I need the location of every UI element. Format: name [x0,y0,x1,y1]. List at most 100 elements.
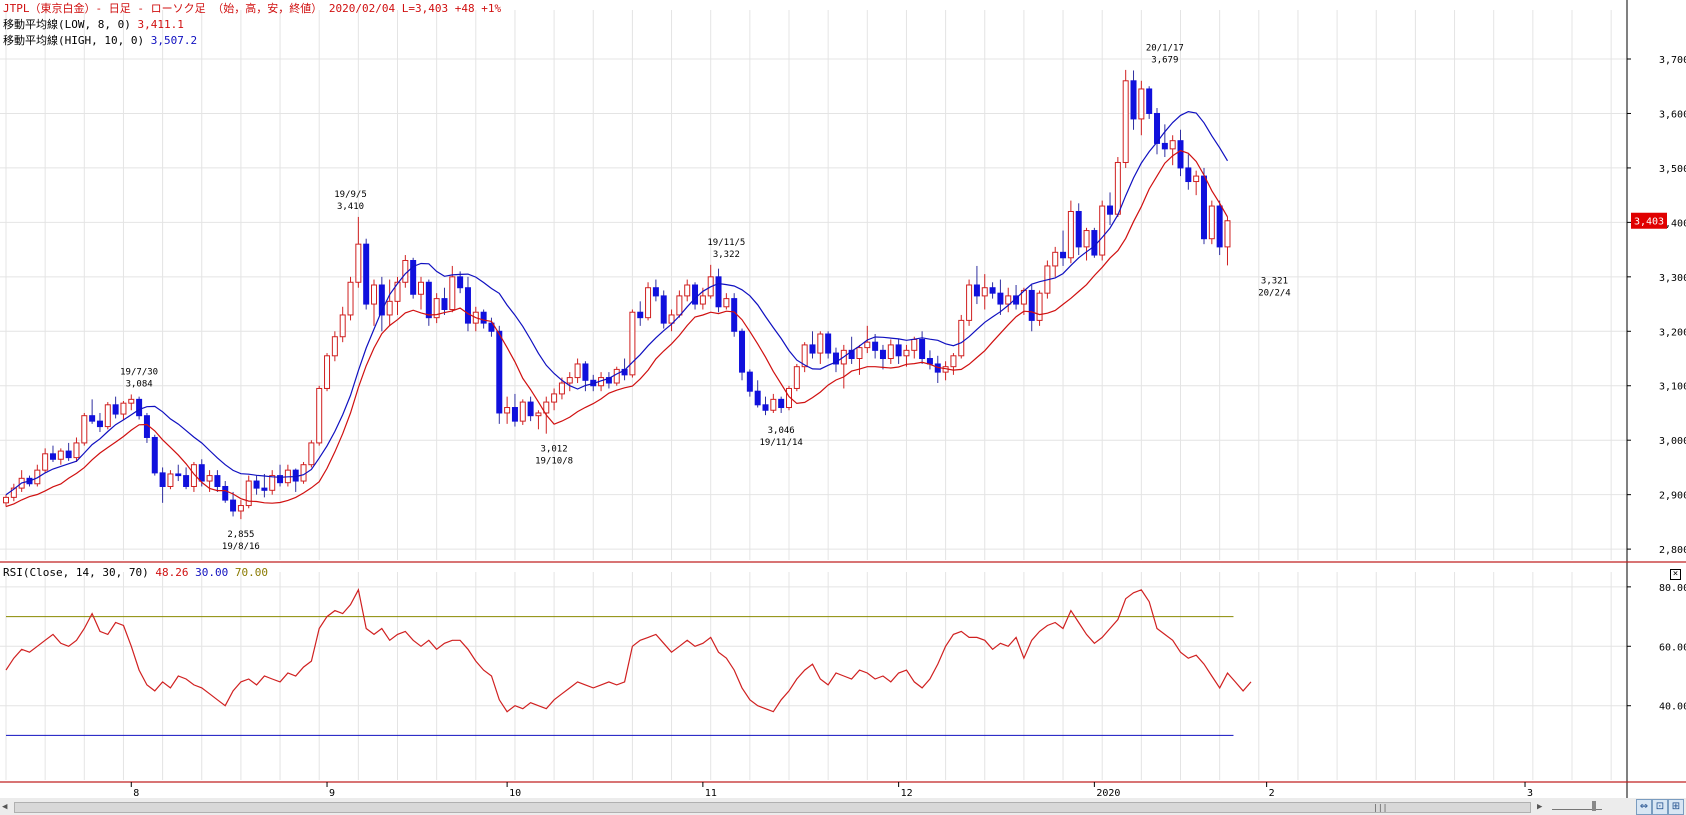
last-price-badge [1631,212,1667,229]
candle [159,472,166,487]
candle [895,344,902,357]
candle [535,412,542,417]
candle [856,347,863,360]
candle [762,404,769,411]
candle [958,319,965,357]
annotation-value: 3,410 [337,202,364,212]
candle [1083,230,1090,248]
annotation-value: 3,046 [768,426,795,436]
candle [1122,80,1129,163]
candle [676,295,683,316]
rsi-low-value: 30.00 [195,566,229,579]
annotation-date: 20/1/17 [1146,43,1184,53]
candle [425,281,432,319]
candle [1099,205,1106,256]
candle [723,298,730,308]
y-tick-label: 3,700 [1659,55,1686,66]
candle [253,480,260,489]
zoom-in-button[interactable]: ⇔ [1636,799,1652,815]
candle [1114,161,1121,215]
candle [237,505,244,512]
candle [371,284,378,305]
candle [582,363,589,381]
header-change-pct: +1% [481,2,502,15]
candle [668,314,675,324]
candle [65,450,72,459]
candle [754,390,761,406]
candle [848,349,855,360]
candle [417,281,424,295]
scroll-track[interactable]: ||| [14,802,1531,813]
candle [997,292,1004,305]
candle [645,287,652,319]
scroll-right-arrow-icon[interactable]: ▶ [1537,802,1543,812]
candle [1169,140,1176,150]
candle [1067,210,1074,259]
candle [73,442,80,459]
candle [324,355,331,389]
y-tick-label: 3,600 [1659,109,1686,120]
rsi-tick-label: 40.00 [1659,702,1686,713]
annotation-value: 3,322 [713,250,740,260]
annotation-value: 3,012 [541,445,568,455]
candle [128,398,135,404]
candle [966,284,973,321]
candle [1193,175,1200,183]
annotation-date: 19/8/16 [222,542,260,552]
zoom-slider-knob[interactable] [1592,801,1596,811]
scroll-left-arrow-icon[interactable]: ◀ [2,802,8,812]
grid-icon: ⊞ [1671,801,1681,812]
fit-icon: ⊡ [1655,801,1665,812]
annotation-date: 19/11/5 [707,238,745,248]
candle [887,344,894,360]
annotation-value: 3,321 [1261,276,1288,286]
ma-low-legend: 移動平均線(LOW, 8, 0) 3,411.1 [3,18,184,32]
ma-low-line [5,149,1229,508]
candle [120,402,127,415]
zoom-slider[interactable] [1552,801,1602,811]
candle [637,311,644,319]
candle [175,473,182,477]
candle [1216,205,1223,248]
x-tick-label: 2020 [1096,788,1120,799]
scroll-thumb[interactable]: ||| [15,803,1530,812]
candle [1161,142,1168,150]
fit-button[interactable]: ⊡ [1652,799,1668,815]
candle [770,398,777,411]
close-icon: × [1672,569,1679,579]
symbol-title: JTPL（東京白金）- 日足 - ローソク足 （始，高，安，終値） [3,2,323,15]
rsi-high-value: 70.00 [234,566,268,579]
ma-low-label: 移動平均線(LOW, 8, 0) [3,18,131,31]
last-price-badge-text: 3,403 [1634,217,1664,228]
candle [1208,205,1215,240]
grid-button[interactable]: ⊞ [1668,799,1684,815]
horizontal-scrollbar[interactable]: ◀ ||| ▶ ⇔ ⊡ ⊞ [0,798,1686,815]
candle [511,407,518,422]
close-rsi-panel-button[interactable]: × [1670,569,1681,580]
candle [652,287,659,297]
y-tick-label: 3,500 [1659,164,1686,175]
candle [457,276,464,289]
header-date: 2020/02/04 [328,2,396,15]
candle [864,341,871,349]
y-tick-label: 3,100 [1659,382,1686,393]
grip-icon: ||| [1373,803,1388,812]
candle [136,398,143,417]
candle [629,311,636,376]
candle [34,469,41,485]
x-tick-label: 8 [133,788,139,799]
candle [801,344,808,368]
candle [519,401,526,422]
zoom-in-icon: ⇔ [1639,801,1649,812]
annotation-date: 19/11/14 [759,438,802,448]
chart-header: JTPL（東京白金）- 日足 - ローソク足 （始，高，安，終値） 2020/0… [3,2,501,16]
candle [778,398,785,409]
x-tick-label: 9 [329,788,335,799]
candle [574,363,581,379]
x-tick-label: 11 [705,788,717,799]
candle [919,338,926,360]
candle [49,453,56,460]
candle [347,281,354,316]
candle [739,330,746,373]
